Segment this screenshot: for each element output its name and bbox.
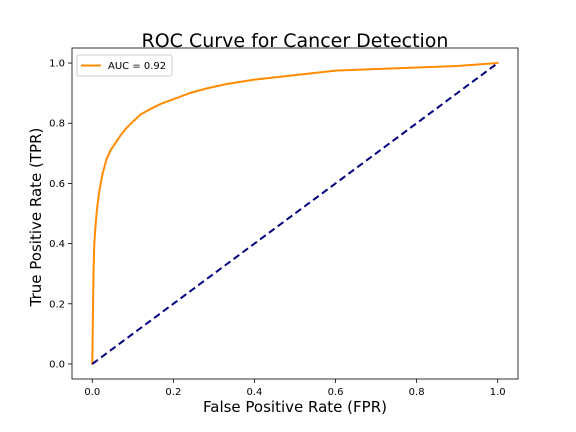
x-tick-label: 1.0	[490, 387, 506, 398]
x-tick-label: 0.2	[165, 387, 181, 398]
legend-label: AUC = 0.92	[108, 61, 166, 72]
y-axis-label: True Positive Rate (TPR)	[27, 128, 45, 308]
plot-area: 0.0 0.2 0.4 0.6 0.8 1.0 0.0 0.2 0.4 0.6 0.8 1.0	[49, 47, 519, 398]
y-tick-label: 0.8	[49, 119, 65, 130]
x-tick-label: 0.4	[247, 387, 263, 398]
x-tick-label: 0.8	[409, 387, 425, 398]
x-tick-label: 0.0	[84, 387, 100, 398]
x-tick-label: 0.6	[328, 387, 344, 398]
y-tick-label: 1.0	[49, 59, 65, 70]
y-tick-label: 0.4	[49, 239, 65, 250]
y-tick-label: 0.0	[49, 359, 65, 370]
chart-title: ROC Curve for Cancer Detection	[142, 30, 449, 52]
roc-curve-line	[91, 62, 499, 365]
x-axis-label: False Positive Rate (FPR)	[203, 398, 387, 416]
y-tick-label: 0.2	[49, 299, 65, 310]
legend-box	[76, 54, 173, 77]
y-tick-label: 0.6	[49, 179, 65, 190]
legend: AUC = 0.92	[76, 54, 173, 77]
chance-diagonal-line	[91, 62, 499, 365]
plot-frame	[71, 47, 519, 380]
